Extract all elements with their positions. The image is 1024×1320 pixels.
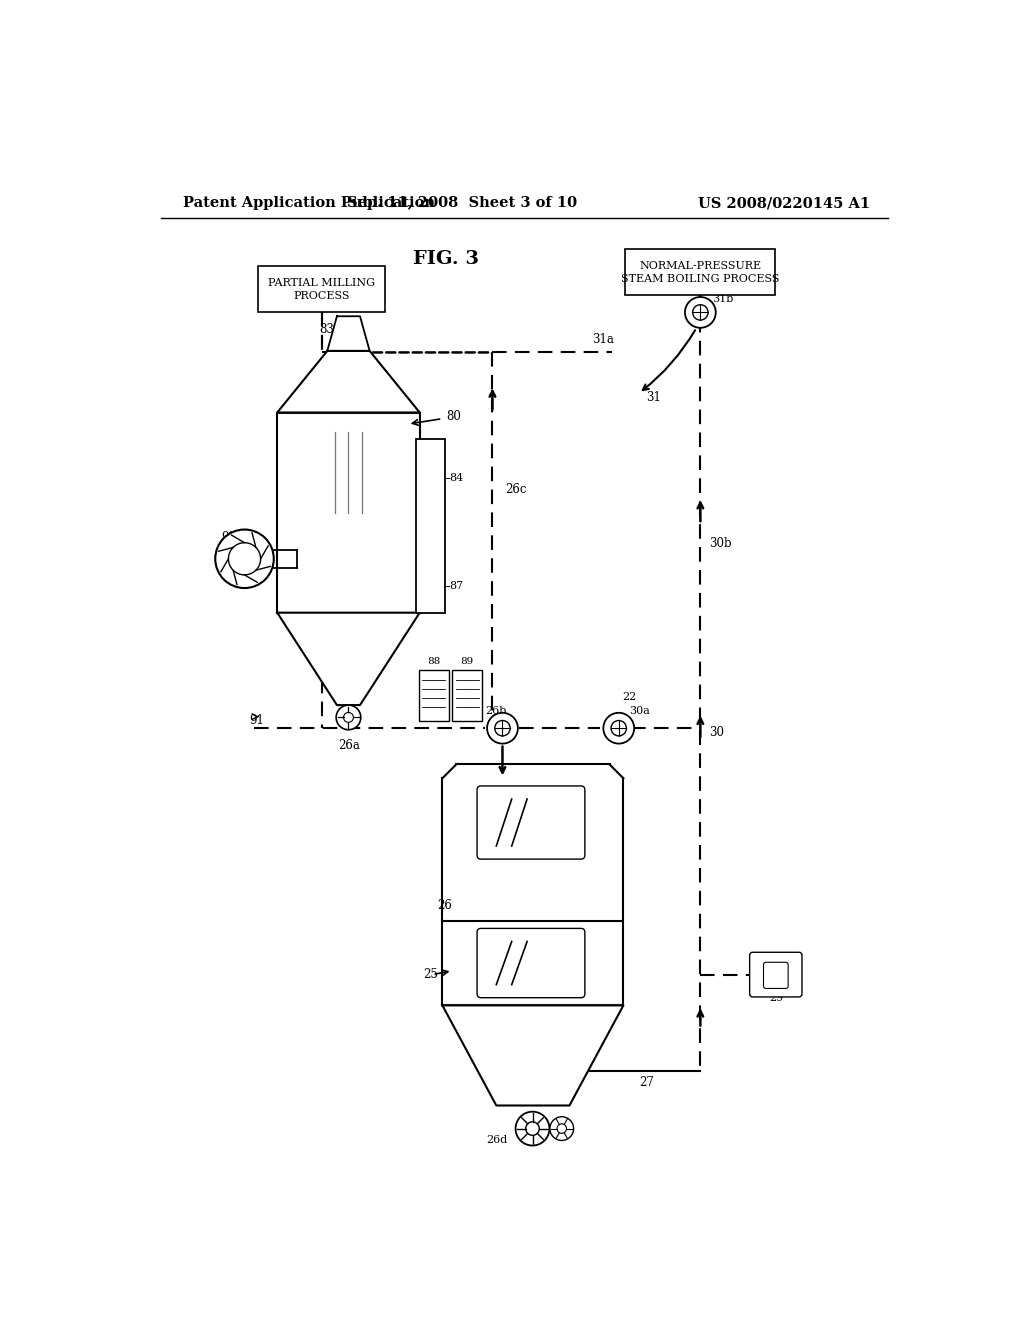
FancyBboxPatch shape — [750, 952, 802, 997]
Text: 26c: 26c — [506, 483, 527, 496]
Text: 31a: 31a — [593, 333, 614, 346]
Text: 26d: 26d — [486, 1135, 508, 1146]
Circle shape — [603, 713, 634, 743]
Circle shape — [228, 543, 261, 576]
Text: 26b: 26b — [484, 706, 506, 717]
Text: 28: 28 — [749, 954, 763, 964]
Circle shape — [685, 297, 716, 327]
Circle shape — [215, 529, 273, 589]
Polygon shape — [278, 351, 420, 412]
FancyBboxPatch shape — [626, 249, 775, 296]
Text: 83: 83 — [319, 323, 334, 335]
Text: 26a: 26a — [339, 739, 360, 751]
Text: 84: 84 — [449, 473, 463, 483]
Text: 27: 27 — [639, 1076, 653, 1089]
Text: NORMAL-PRESSURE
STEAM BOILING PROCESS: NORMAL-PRESSURE STEAM BOILING PROCESS — [622, 261, 779, 284]
Text: Patent Application Publication: Patent Application Publication — [183, 197, 435, 210]
Circle shape — [515, 1111, 550, 1146]
FancyBboxPatch shape — [453, 671, 481, 721]
FancyBboxPatch shape — [477, 785, 585, 859]
Text: 87: 87 — [449, 581, 463, 591]
Text: 91: 91 — [249, 714, 263, 727]
Text: 80: 80 — [446, 409, 461, 422]
Text: 30: 30 — [710, 726, 725, 739]
Circle shape — [336, 705, 360, 730]
Polygon shape — [328, 317, 370, 351]
FancyBboxPatch shape — [258, 267, 385, 313]
Circle shape — [557, 1123, 566, 1134]
FancyBboxPatch shape — [278, 412, 420, 612]
Text: 30b: 30b — [710, 537, 732, 550]
Text: 92: 92 — [221, 531, 237, 544]
FancyBboxPatch shape — [477, 928, 585, 998]
Text: Sep. 11, 2008  Sheet 3 of 10: Sep. 11, 2008 Sheet 3 of 10 — [346, 197, 577, 210]
Circle shape — [487, 713, 518, 743]
Circle shape — [550, 1117, 573, 1140]
Circle shape — [525, 1122, 540, 1135]
Text: US 2008/0220145 A1: US 2008/0220145 A1 — [697, 197, 869, 210]
Text: PARTIAL MILLING
PROCESS: PARTIAL MILLING PROCESS — [268, 277, 375, 301]
Text: 29: 29 — [770, 993, 784, 1003]
FancyBboxPatch shape — [764, 962, 788, 989]
Polygon shape — [278, 612, 420, 705]
Text: 88: 88 — [427, 657, 440, 665]
FancyBboxPatch shape — [416, 440, 445, 612]
Text: 31: 31 — [646, 391, 662, 404]
Text: 25: 25 — [423, 968, 438, 981]
Polygon shape — [442, 1006, 624, 1106]
Text: 89: 89 — [461, 657, 474, 665]
Text: FIG. 3: FIG. 3 — [414, 249, 479, 268]
Text: 30a: 30a — [630, 706, 650, 717]
Text: 26: 26 — [437, 899, 452, 912]
Text: 31b: 31b — [712, 294, 733, 305]
Text: 22: 22 — [622, 693, 636, 702]
FancyBboxPatch shape — [419, 671, 449, 721]
